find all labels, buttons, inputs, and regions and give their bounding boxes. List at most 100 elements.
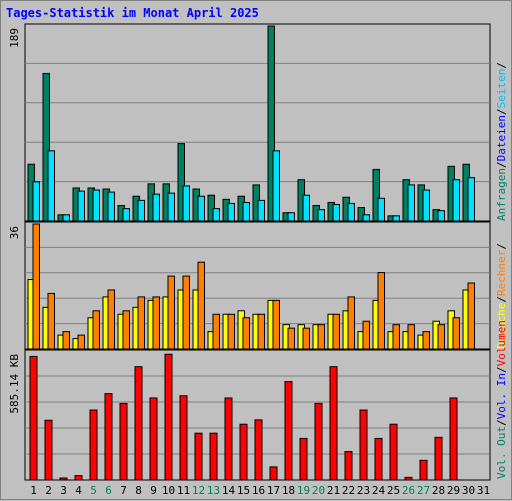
legend-entry: Dateien (495, 115, 508, 161)
bar-volumen-day-19 (299, 437, 308, 481)
legend-column: Anfragen/Dateien/Seiten/ (495, 62, 508, 221)
bar-rechner-day-6 (107, 289, 115, 350)
bar-seiten-day-14 (227, 202, 235, 222)
bar-seiten-day-6 (107, 191, 115, 222)
bar-seiten-day-16 (257, 199, 265, 222)
bar-rechner-day-8 (137, 296, 145, 350)
bar-volumen-day-22 (344, 451, 353, 481)
bar-rechner-day-9 (152, 296, 160, 350)
bar-volumen-day-28 (434, 436, 443, 481)
x-tick-label: 5 (90, 484, 97, 497)
legend-entry: Vol. Out (495, 426, 508, 479)
bar-volumen-day-10 (164, 353, 173, 481)
bar-seiten-day-27 (422, 189, 430, 222)
bar-volumen-day-17 (269, 466, 278, 481)
bar-rechner-day-5 (92, 310, 100, 350)
legend-entry: Anfragen (495, 168, 508, 221)
bar-rechner-day-11 (182, 275, 190, 350)
bar-seiten-day-18 (287, 212, 295, 222)
bar-rechner-day-27 (422, 331, 430, 350)
x-tick-label: 20 (312, 484, 325, 497)
bar-rechner-day-24 (377, 272, 385, 350)
x-tick-label: 13 (207, 484, 220, 497)
bar-volumen-day-8 (134, 366, 143, 481)
legend-separator: / (495, 243, 508, 250)
x-tick-label: 2 (45, 484, 52, 497)
legend-column: Besuche/Rechner/ (495, 243, 508, 349)
bar-volumen-day-14 (224, 397, 233, 481)
x-tick-label: 12 (192, 484, 205, 497)
legend-separator: / (495, 296, 508, 303)
bar-volumen-day-9 (149, 397, 158, 481)
x-tick-label: 23 (357, 484, 370, 497)
bar-seiten-day-9 (152, 193, 160, 222)
bar-rechner-day-4 (77, 334, 85, 350)
x-tick-label: 25 (387, 484, 400, 497)
y-max-label: 36 (8, 226, 21, 239)
bar-seiten-day-26 (407, 184, 415, 222)
bar-rechner-day-22 (347, 296, 355, 350)
x-tick-label: 14 (222, 484, 236, 497)
bar-seiten-day-10 (167, 192, 175, 222)
legend-separator: / (495, 108, 508, 115)
bar-seiten-day-13 (212, 208, 220, 222)
x-tick-label: 3 (60, 484, 67, 497)
bar-anfragen-day-13 (207, 194, 215, 222)
legend-separator: / (495, 419, 508, 426)
bar-seiten-day-4 (77, 190, 85, 222)
bar-volumen-day-20 (314, 402, 323, 481)
bar-seiten-day-30 (467, 177, 475, 222)
bar-anfragen-day-17 (267, 25, 275, 222)
bar-seiten-day-20 (317, 209, 325, 222)
bar-rechner-day-18 (287, 327, 295, 350)
bar-seiten-day-29 (452, 179, 460, 222)
bar-seiten-day-7 (122, 208, 130, 222)
bar-rechner-day-2 (47, 292, 55, 350)
bar-rechner-day-29 (452, 317, 460, 350)
bar-volumen-day-24 (374, 437, 383, 481)
bar-seiten-day-1 (32, 181, 40, 222)
legend-entry: Seiten (495, 69, 508, 109)
bar-volumen-day-25 (389, 423, 398, 481)
bar-seiten-day-25 (392, 215, 400, 222)
x-tick-label: 7 (120, 484, 127, 497)
bar-anfragen-day-11 (177, 143, 185, 222)
x-tick-label: 1 (30, 484, 37, 497)
bar-anfragen-day-23 (357, 207, 365, 222)
bar-volumen-day-29 (449, 397, 458, 481)
bar-rechner-day-30 (467, 282, 475, 350)
bar-volumen-day-1 (29, 355, 38, 481)
bar-volumen-day-11 (179, 395, 188, 481)
y-max-label: 585.14 KB (8, 354, 21, 414)
bar-seiten-day-23 (362, 214, 370, 222)
x-tick-label: 31 (477, 484, 490, 497)
bar-volumen-day-3 (59, 477, 68, 481)
bar-volumen-day-2 (44, 419, 53, 481)
bar-seiten-day-11 (182, 185, 190, 222)
bar-rechner-day-15 (242, 317, 250, 350)
x-tick-label: 26 (402, 484, 415, 497)
bar-rechner-day-20 (317, 324, 325, 350)
bar-anfragen-day-2 (42, 72, 50, 222)
bar-rechner-day-16 (257, 313, 265, 350)
legend-entry: Volumen (495, 320, 508, 366)
bar-seiten-day-2 (47, 150, 55, 222)
bar-volumen-day-27 (419, 459, 428, 481)
bar-volumen-day-23 (359, 409, 368, 481)
x-tick-label: 16 (252, 484, 265, 497)
bar-seiten-day-5 (92, 189, 100, 222)
bar-rechner-day-17 (272, 299, 280, 350)
bar-volumen-day-13 (209, 432, 218, 481)
bar-rechner-day-12 (197, 261, 205, 350)
x-tick-label: 18 (282, 484, 295, 497)
x-tick-label: 29 (447, 484, 460, 497)
bar-volumen-day-7 (119, 402, 128, 481)
bar-rechner-day-28 (437, 324, 445, 350)
y-max-label: 189 (8, 28, 21, 48)
legend-entry: Vol. In (495, 373, 508, 419)
x-tick-label: 28 (432, 484, 445, 497)
x-tick-label: 15 (237, 484, 250, 497)
bar-rechner-day-3 (62, 331, 70, 350)
